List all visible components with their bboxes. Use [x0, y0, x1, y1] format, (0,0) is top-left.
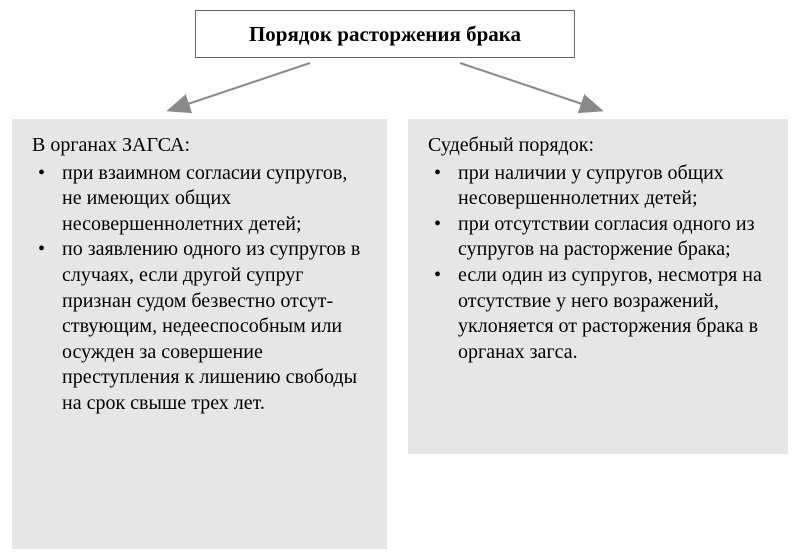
title-box: Порядок расторжения брака — [195, 10, 575, 58]
branching-arrows — [0, 58, 800, 123]
list-item: если один из супругов, несмотря на отсут… — [428, 263, 770, 365]
list-item: при наличии у супругов общих несовершенн… — [428, 161, 770, 212]
left-heading: В органах ЗАГСА: — [32, 133, 369, 159]
left-list: при взаимном согласии супругов, не имеющ… — [32, 161, 369, 417]
right-content-box: Судебный порядок: при наличии у супругов… — [408, 119, 788, 454]
list-item: при отсутствии согласия одного из супруг… — [428, 212, 770, 263]
diagram-title: Порядок расторжения брака — [249, 22, 521, 47]
list-item: по заявлению одного из супругов в случая… — [32, 237, 369, 416]
left-content-box: В органах ЗАГСА: при взаимном согласии с… — [12, 119, 387, 549]
right-list: при наличии у супругов общих несовершенн… — [428, 161, 770, 366]
right-heading: Судебный порядок: — [428, 133, 770, 159]
arrows-container — [0, 58, 800, 118]
list-item: при взаимном согласии супругов, не имеющ… — [32, 161, 369, 238]
